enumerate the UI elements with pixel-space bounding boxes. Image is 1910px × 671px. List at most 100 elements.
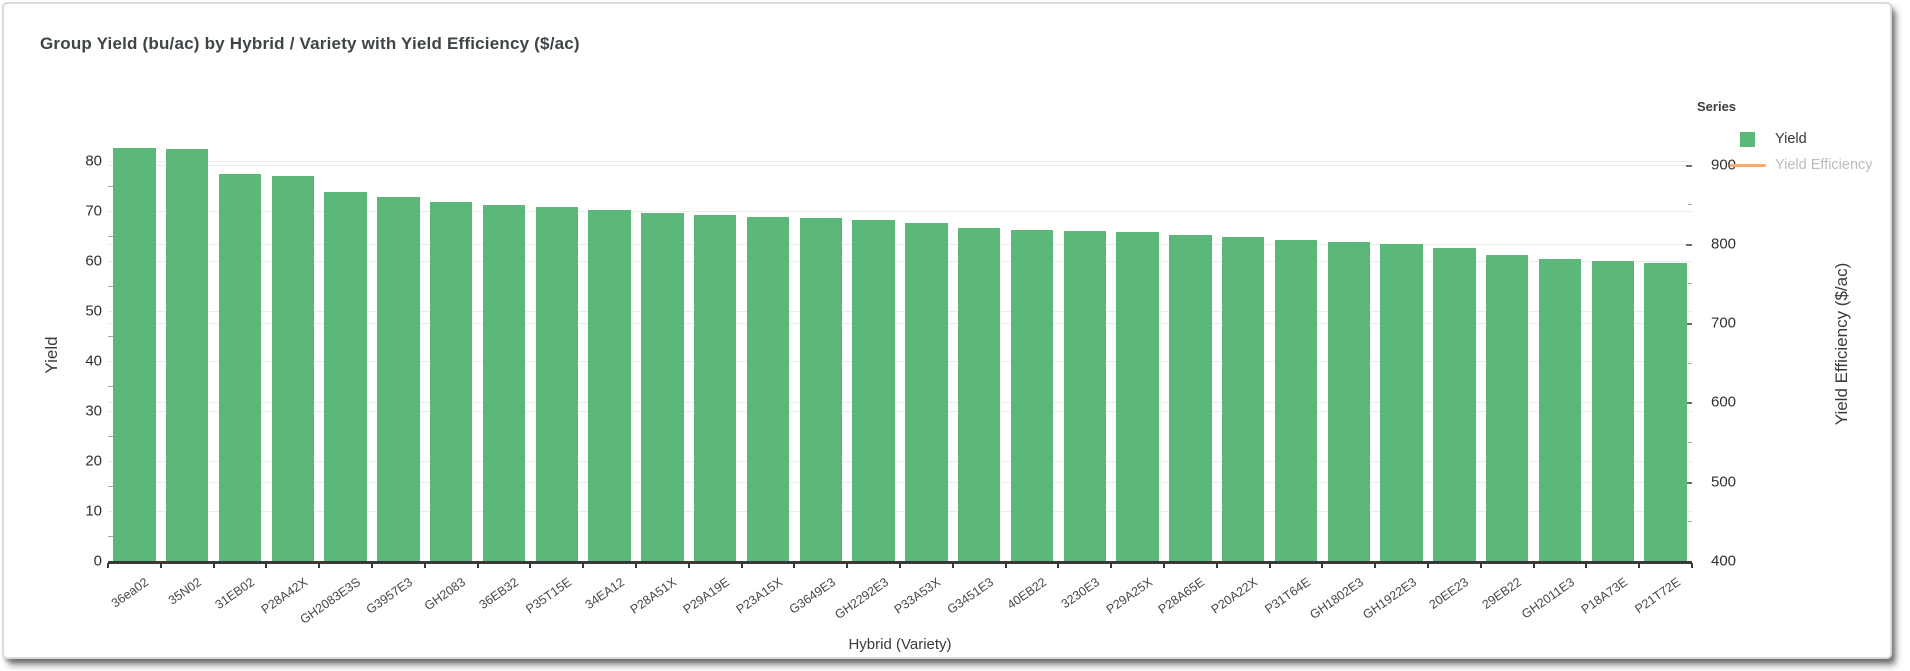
y-left-minor-tick: [108, 336, 114, 337]
x-boundary-tick: [423, 563, 426, 568]
x-tick-label-P28A51X: P28A51X: [628, 575, 680, 617]
bar-P28A65E[interactable]: [1169, 235, 1212, 561]
bar-P29A19E[interactable]: [694, 215, 737, 561]
x-tick-label-GH1922E3: GH1922E3: [1359, 575, 1419, 622]
bar-GH2083E3S[interactable]: [324, 192, 367, 561]
bar-31EB02[interactable]: [218, 173, 262, 561]
bar-P20A22X[interactable]: [1222, 237, 1265, 561]
bar-P35T15E[interactable]: [535, 206, 578, 561]
bar-P29A25X[interactable]: [1116, 232, 1159, 561]
gridline-right-900: [108, 164, 1692, 166]
x-boundary-tick: [1268, 563, 1271, 568]
bar-36EB32[interactable]: [482, 204, 526, 561]
x-tick-label-P29A19E: P29A19E: [680, 575, 733, 617]
bar-P31T64E[interactable]: [1274, 239, 1318, 561]
x-boundary-tick: [107, 563, 109, 568]
x-boundary-tick: [1585, 563, 1588, 568]
bar-35N02[interactable]: [166, 148, 209, 561]
x-boundary-tick: [1479, 563, 1482, 568]
gridline-left-20: [108, 461, 1692, 462]
bar-GH2011E3[interactable]: [1538, 259, 1582, 561]
x-boundary-tick: [476, 563, 479, 568]
legend-item-yield-efficiency[interactable]: Yield Efficiency: [1697, 152, 1897, 178]
x-tick-label-34EA12: 34EA12: [582, 575, 627, 612]
bar-GH1922E3[interactable]: [1380, 243, 1423, 561]
bar-GH2083[interactable]: [430, 202, 473, 561]
y-left-tick-label: 80: [85, 152, 102, 170]
bar-P23A15X[interactable]: [746, 216, 790, 561]
y-right-tick-label: 400: [1711, 552, 1737, 570]
x-boundary-tick: [1215, 563, 1218, 568]
x-tick-label-35N02: 35N02: [166, 575, 205, 608]
x-boundary-tick: [899, 563, 901, 568]
bar-P21T72E[interactable]: [1644, 262, 1687, 561]
x-boundary-tick: [529, 563, 532, 568]
x-boundary-tick: [1321, 563, 1324, 568]
bar-20EE23[interactable]: [1433, 248, 1476, 561]
bar-3230E3[interactable]: [1063, 230, 1106, 561]
legend-item-yield[interactable]: Yield: [1697, 126, 1897, 152]
y-left-tick-label: 70: [85, 202, 102, 220]
chart-card: Group Yield (bu/ac) by Hybrid / Variety …: [2, 2, 1892, 659]
x-tick-label-GH2292E3: GH2292E3: [831, 575, 891, 622]
bar-36ea02[interactable]: [113, 148, 156, 561]
x-tick-label-20EE23: 20EE23: [1426, 575, 1472, 612]
bar-P33A53X[interactable]: [905, 223, 948, 561]
bar-GH1802E3[interactable]: [1327, 241, 1370, 561]
y-left-tick-label: 10: [85, 502, 102, 520]
x-tick-label-P21T72E: P21T72E: [1631, 575, 1683, 617]
x-boundary-tick: [1004, 563, 1007, 568]
x-boundary-tick: [1427, 563, 1429, 568]
x-tick-label-G3451E3: G3451E3: [944, 575, 997, 617]
x-tick-label-GH1802E3: GH1802E3: [1307, 575, 1366, 622]
gridline-right-500: [108, 481, 1692, 483]
x-tick-label-31EB02: 31EB02: [212, 575, 258, 612]
x-boundary-tick: [1532, 563, 1535, 568]
bar-40EB22[interactable]: [1010, 229, 1054, 561]
bar-P18A73E[interactable]: [1591, 260, 1634, 561]
x-boundary-tick: [687, 563, 690, 568]
bar-P28A42X[interactable]: [271, 176, 314, 561]
bar-GH2292E3[interactable]: [852, 219, 895, 561]
y-right-minor-tick: [1688, 521, 1692, 523]
y-right-major-tick: [1686, 402, 1692, 405]
y-left-minor-tick: [108, 186, 114, 187]
y-right-major-tick: [1686, 323, 1692, 326]
y-left-minor-tick: [108, 236, 114, 237]
x-tick-label-G3649E3: G3649E3: [786, 575, 838, 617]
y-left-tick-label: 40: [85, 352, 102, 370]
bar-G3649E3[interactable]: [799, 218, 842, 561]
x-tick-label-P18A73E: P18A73E: [1578, 575, 1630, 617]
x-tick-label-36EB32: 36EB32: [476, 575, 522, 612]
y-axis-title-right: Yield Efficiency ($/ac): [1832, 262, 1851, 426]
y-right-minor-tick: [1688, 442, 1692, 443]
bar-34EA12[interactable]: [588, 209, 631, 561]
legend-item-label: Yield: [1775, 131, 1807, 147]
bar-G3957E3[interactable]: [377, 197, 420, 561]
gridline-left-30: [108, 411, 1692, 412]
gridline-right-600: [108, 402, 1692, 404]
bar-29EB22[interactable]: [1486, 255, 1529, 561]
x-axis-line: [108, 561, 1692, 564]
x-boundary-tick: [740, 563, 743, 568]
y-left-tick-label: 60: [85, 252, 102, 270]
x-tick-label-P28A65E: P28A65E: [1156, 575, 1208, 617]
y-right-minor-tick: [1688, 204, 1692, 206]
x-boundary-tick: [1110, 563, 1113, 568]
gridline-left-40: [108, 361, 1692, 362]
y-left-tick-label: 50: [85, 302, 102, 320]
y-right-minor-tick: [1688, 283, 1692, 285]
legend: Series Yield Yield Efficiency: [1697, 99, 1897, 178]
gridline-right-700: [108, 323, 1692, 325]
chart-title: Group Yield (bu/ac) by Hybrid / Variety …: [40, 34, 580, 53]
legend-item-label: Yield Efficiency: [1775, 157, 1873, 173]
x-tick-label-P23A15X: P23A15X: [733, 575, 786, 617]
y-left-tick-label: 20: [85, 452, 102, 470]
x-tick-label-3230E3: 3230E3: [1058, 575, 1102, 612]
bar-P28A51X[interactable]: [641, 213, 684, 561]
y-right-tick-label: 900: [1711, 156, 1737, 173]
x-boundary-tick: [1638, 563, 1641, 568]
gridline-right-800: [108, 243, 1692, 245]
bar-G3451E3[interactable]: [958, 228, 1001, 561]
